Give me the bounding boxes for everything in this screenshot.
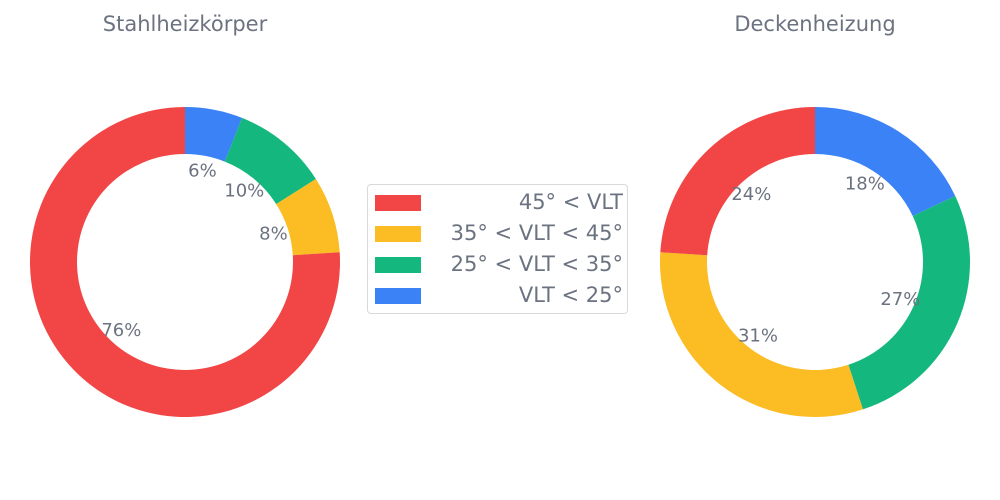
donut-slice bbox=[29, 107, 340, 418]
legend-label: 45° < VLT bbox=[518, 190, 623, 214]
legend-item: 35° < VLT < 45° bbox=[375, 221, 623, 245]
legend-item: 25° < VLT < 35° bbox=[375, 252, 623, 276]
donut-slice bbox=[276, 178, 340, 256]
legend-item: 45° < VLT bbox=[375, 190, 623, 214]
legend-item: VLT < 25° bbox=[375, 283, 623, 307]
legend: 45° < VLT 35° < VLT < 45° 25° < VLT < 35… bbox=[367, 184, 628, 314]
legend-swatch bbox=[375, 288, 421, 304]
legend-label: 35° < VLT < 45° bbox=[450, 221, 623, 245]
donut-slice bbox=[848, 196, 970, 410]
legend-label: VLT < 25° bbox=[518, 283, 623, 307]
legend-swatch bbox=[375, 226, 421, 242]
legend-swatch bbox=[375, 257, 421, 273]
slice-label: 76% bbox=[101, 320, 141, 341]
slice-label: 6% bbox=[188, 161, 217, 182]
slice-label: 31% bbox=[738, 325, 778, 346]
legend-label: 25° < VLT < 35° bbox=[450, 252, 623, 276]
chart-title: Deckenheizung bbox=[734, 12, 895, 36]
donut-slice bbox=[660, 107, 815, 256]
slice-label: 18% bbox=[845, 173, 885, 194]
legend-swatch bbox=[375, 195, 421, 211]
slice-label: 27% bbox=[880, 289, 920, 310]
slice-label: 8% bbox=[259, 223, 288, 244]
chart-title: Stahlheizkörper bbox=[103, 12, 268, 36]
slice-label: 24% bbox=[731, 184, 771, 205]
slice-label: 10% bbox=[224, 180, 264, 201]
donut-slice bbox=[660, 252, 863, 417]
donut-slice bbox=[815, 107, 956, 217]
donut-slice bbox=[185, 107, 243, 162]
donut-slice bbox=[224, 117, 316, 205]
